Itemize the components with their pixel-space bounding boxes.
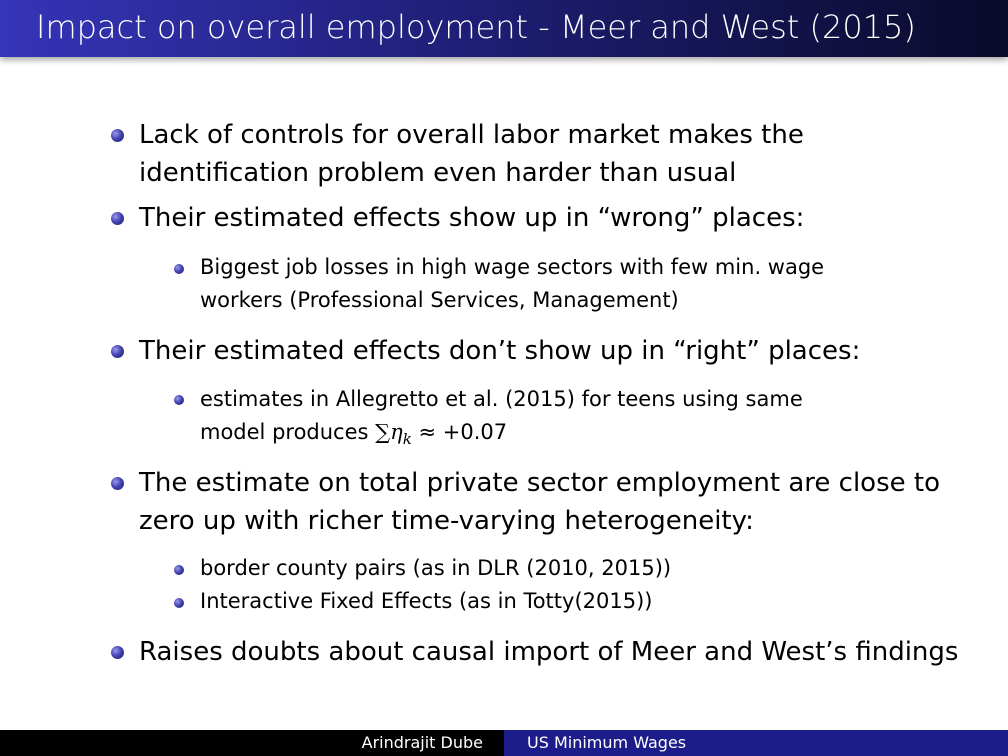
footer-author: Arindrajit Dube — [361, 733, 483, 752]
math-prefix: model produces — [200, 420, 376, 444]
math-sum-eta: ∑η — [375, 420, 403, 444]
bullet-4-sub-2: Interactive Fixed Effects (as in Totty(2… — [200, 589, 653, 613]
bullet-3-sub-1-line-1: estimates in Allegretto et al. (2015) fo… — [200, 387, 803, 411]
bullet-icon — [111, 212, 124, 225]
bullet-5-line-1: Raises doubts about causal import of Mee… — [139, 637, 959, 667]
bullet-3-sub-1-line-2: model produces ∑ηk ≈ +0.07 — [200, 416, 507, 456]
slide-title: Impact on overall employment - Meer and … — [36, 8, 916, 46]
bullet-icon — [111, 477, 124, 490]
bullet-1-line-2: identification problem even harder than … — [139, 158, 737, 188]
math-subscript-k: k — [402, 430, 412, 449]
sub-bullet-icon — [174, 395, 184, 405]
footer-talk-title: US Minimum Wages — [527, 733, 687, 752]
bullet-icon — [111, 345, 124, 358]
sub-bullet-icon — [174, 565, 184, 575]
bullet-4-sub-1: border county pairs (as in DLR (2010, 20… — [200, 556, 672, 580]
bullet-4-line-1: The estimate on total private sector emp… — [139, 468, 940, 498]
bullet-2-sub-1-line-2: workers (Professional Services, Manageme… — [200, 288, 679, 312]
bullet-2-line-1: Their estimated effects show up in “wron… — [139, 203, 805, 233]
footer-right-panel — [504, 730, 1008, 756]
sub-bullet-icon — [174, 598, 184, 608]
math-suffix: ≈ +0.07 — [411, 420, 508, 444]
bullet-icon — [111, 646, 124, 659]
bullet-icon — [111, 129, 124, 142]
footer-left-panel — [0, 730, 504, 756]
bullet-2-sub-1-line-1: Biggest job losses in high wage sectors … — [200, 255, 825, 279]
bullet-4-line-2: zero up with richer time-varying heterog… — [139, 506, 754, 536]
bullet-1-line-1: Lack of controls for overall labor marke… — [139, 120, 804, 150]
title-bar — [0, 0, 1008, 57]
bullet-3-line-1: Their estimated effects don’t show up in… — [139, 336, 861, 366]
sub-bullet-icon — [174, 264, 184, 274]
